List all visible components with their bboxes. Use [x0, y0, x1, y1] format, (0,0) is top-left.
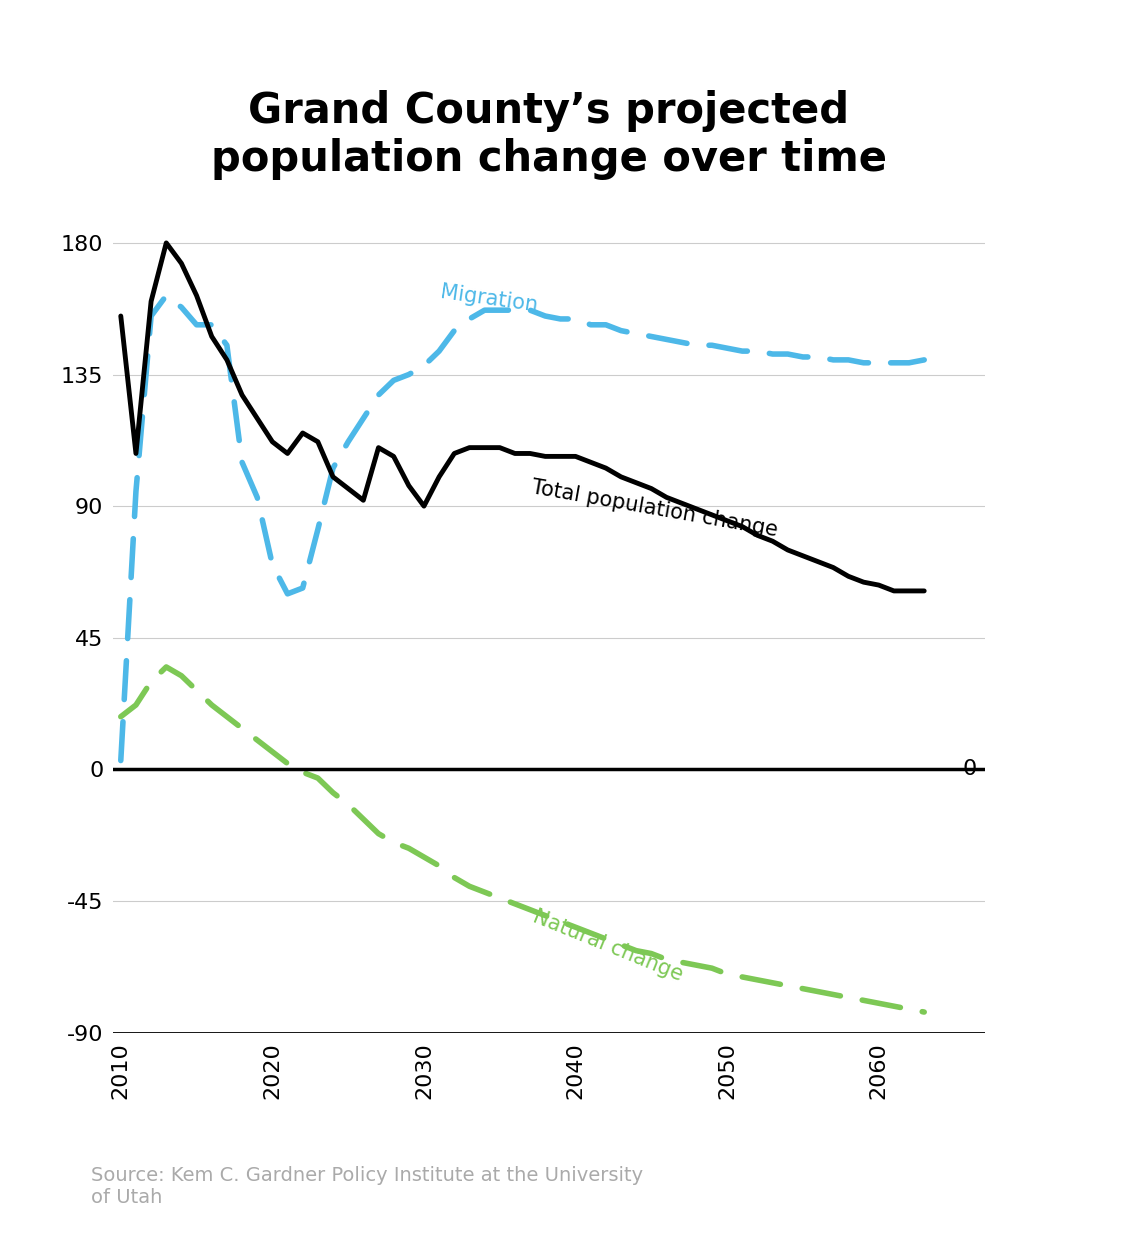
Text: Migration: Migration: [439, 282, 539, 316]
Title: Grand County’s projected
population change over time: Grand County’s projected population chan…: [211, 90, 887, 180]
Text: Total population change: Total population change: [530, 476, 779, 540]
Text: 0: 0: [962, 759, 977, 779]
Text: Source: Kem C. Gardner Policy Institute at the University
of Utah: Source: Kem C. Gardner Policy Institute …: [91, 1166, 643, 1207]
Text: Natural change: Natural change: [530, 907, 686, 985]
